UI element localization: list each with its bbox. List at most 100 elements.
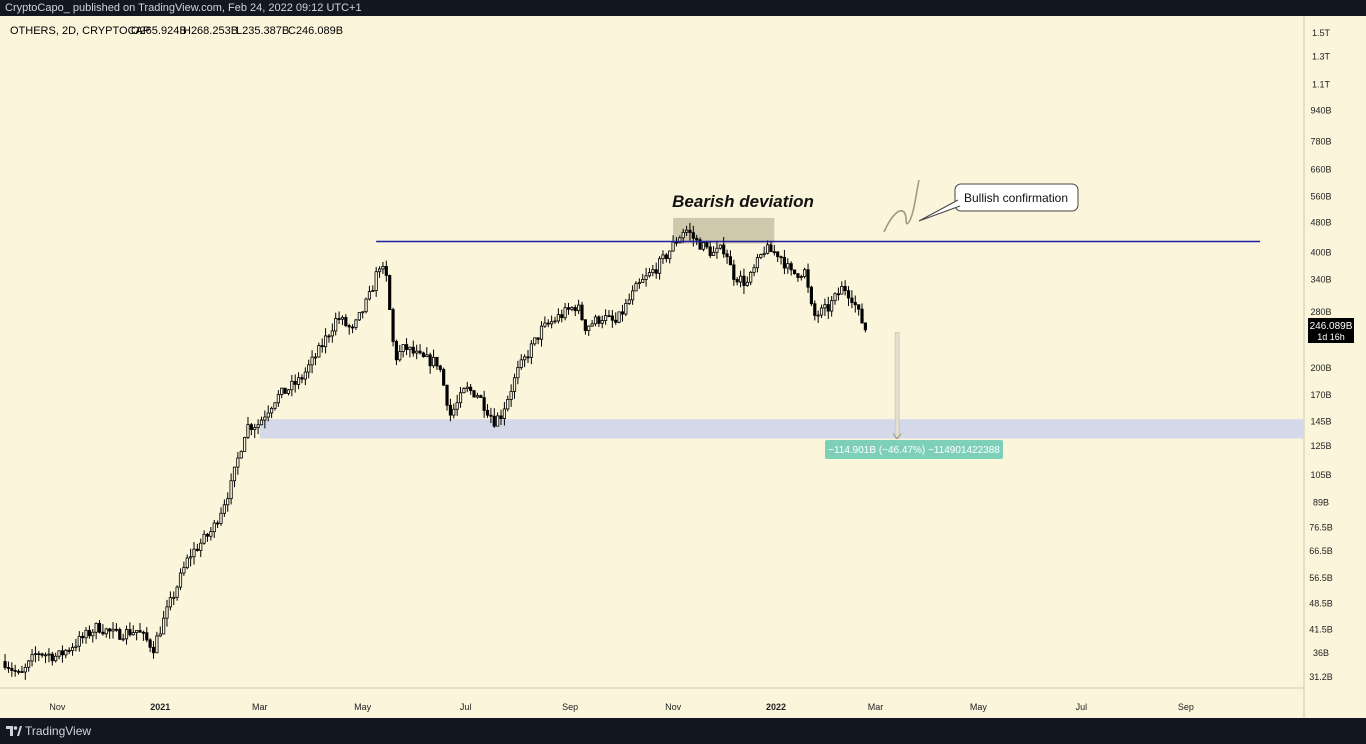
y-tick-label: 105B — [1310, 470, 1331, 480]
candle-down — [13, 669, 17, 672]
candle-up — [189, 556, 193, 559]
publish-line: CryptoCapo_ published on TradingView.com… — [5, 2, 362, 14]
candle-down — [384, 266, 388, 276]
candle-up — [371, 290, 375, 292]
candle-down — [428, 354, 432, 367]
candle-up — [509, 391, 513, 400]
footer-bar: TradingView — [0, 718, 1366, 744]
callout-box — [954, 183, 1079, 212]
price-chart[interactable]: 1.5T 1.3T 1.1T 940B 780B 660B 560B 480B 400B 340B… — [0, 16, 1366, 718]
legend-high: H268.253B — [183, 25, 238, 37]
candle-up — [47, 653, 51, 656]
y-tick-label: 660B — [1310, 164, 1331, 174]
candle-up — [84, 629, 88, 639]
candle-up — [178, 572, 183, 588]
chart-area[interactable]: 1.5T 1.3T 1.1T 940B 780B 660B 560B 480B 400B 340B… — [0, 16, 1366, 718]
candle-up — [310, 356, 314, 366]
candle-up — [543, 322, 547, 327]
candle-up — [273, 402, 277, 409]
candle-up — [354, 319, 358, 328]
y-tick-label: 36B — [1313, 648, 1329, 658]
candle-up — [398, 351, 402, 361]
candle-up — [452, 408, 456, 416]
candle-up — [570, 307, 574, 310]
y-tick-label: 560B — [1310, 192, 1331, 202]
x-tick-label: Sep — [562, 702, 578, 712]
candle-down — [485, 410, 490, 416]
candle-up — [637, 282, 641, 284]
candle-up — [313, 356, 318, 359]
candle-down — [97, 622, 102, 633]
y-tick-label: 76.5B — [1309, 523, 1333, 533]
candle-down — [573, 307, 577, 312]
candle-up — [243, 437, 247, 452]
time-axis[interactable]: Nov 2021 Mar May Jul Sep Nov 2022 Mar May Jul Sep — [49, 702, 1194, 712]
candle-down — [560, 314, 564, 319]
candle-up — [661, 254, 665, 260]
support-zone — [259, 419, 1304, 439]
candle-down — [610, 315, 614, 321]
candle-up — [30, 654, 34, 662]
candle-down — [320, 345, 324, 348]
candle-up — [533, 337, 537, 345]
legend-open: O265.924B — [131, 25, 187, 37]
candle-up — [550, 321, 554, 325]
candle-up — [280, 387, 284, 396]
candle-down — [388, 275, 392, 310]
candle-down — [826, 304, 830, 312]
tradingview-logo-icon[interactable] — [6, 724, 22, 738]
legend-close: C246.089B — [288, 25, 343, 37]
x-tick-label: Mar — [252, 702, 268, 712]
candle-down — [442, 369, 446, 386]
candle-down — [664, 254, 668, 260]
y-tick-label: 340B — [1310, 275, 1331, 285]
candle-up — [374, 271, 378, 291]
callout-text: Bullish confirmation — [964, 191, 1068, 205]
candle-up — [593, 316, 598, 325]
candle-down — [118, 629, 122, 640]
y-tick-label: 125B — [1310, 441, 1331, 451]
x-tick-label: May — [354, 702, 372, 712]
candle-up — [502, 408, 506, 419]
candle-up — [239, 451, 243, 459]
candle-up — [33, 653, 38, 656]
candle-up — [587, 325, 591, 331]
candle-up — [752, 267, 756, 273]
support-zone-layer — [259, 419, 1304, 439]
candle-down — [580, 304, 584, 321]
candle-up — [803, 269, 807, 277]
candle-up — [229, 480, 233, 500]
candle-down — [293, 380, 297, 385]
candle-up — [357, 312, 361, 321]
candle-up — [290, 380, 294, 391]
candle-up — [276, 394, 280, 404]
candle-up — [253, 427, 257, 430]
candle-up — [219, 512, 223, 524]
candle-up — [286, 389, 291, 394]
candle-up — [297, 377, 301, 385]
candle-down — [583, 319, 587, 331]
candle-up — [563, 307, 567, 319]
candle-up — [340, 317, 345, 320]
candle-down — [344, 317, 348, 327]
measure-bar — [894, 332, 900, 439]
candle-up — [577, 304, 581, 312]
candle-up — [765, 244, 770, 254]
candle-up — [94, 622, 98, 633]
candle-down — [769, 244, 773, 253]
candle-down — [114, 628, 118, 631]
candle-up — [266, 412, 270, 418]
candle-down — [779, 256, 783, 259]
candle-down — [205, 533, 210, 537]
candle-down — [394, 341, 399, 361]
candle-up — [506, 399, 510, 410]
price-axis[interactable]: 1.5T 1.3T 1.1T 940B 780B 660B 560B 480B 400B 340B… — [1309, 28, 1333, 682]
candle-down — [597, 316, 601, 324]
bullish-confirmation-callout[interactable]: Bullish confirmation — [918, 183, 1079, 222]
candle-up — [57, 650, 61, 657]
candle-down — [138, 630, 142, 633]
candle-down — [705, 242, 709, 248]
candle-down — [796, 273, 800, 278]
y-tick-label: 89B — [1313, 498, 1329, 508]
candle-up — [556, 314, 560, 322]
